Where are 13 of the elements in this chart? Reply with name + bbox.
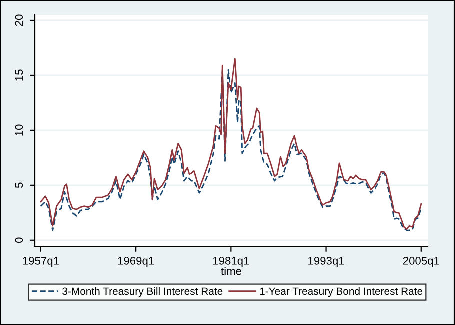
- x-tick-label: 1981q1: [213, 257, 250, 268]
- y-tick-label: 20: [15, 14, 24, 26]
- x-axis-title: time: [221, 267, 242, 276]
- legend-label: 1-Year Treasury Bond Interest Rate: [260, 287, 423, 298]
- x-tick-label: 1993q1: [308, 257, 344, 268]
- x-tick-label: 2005q1: [403, 257, 440, 268]
- y-tick-label: 15: [15, 70, 24, 81]
- x-tick-label: 1969q1: [118, 257, 154, 268]
- y-tick-label: 0: [15, 238, 24, 244]
- y-tick-label: 5: [15, 182, 24, 188]
- y-tick-label: 10: [15, 124, 24, 136]
- x-tick-label: 1957q1: [23, 257, 59, 268]
- legend-label: 3-Month Treasury Bill Interest Rate: [62, 287, 223, 298]
